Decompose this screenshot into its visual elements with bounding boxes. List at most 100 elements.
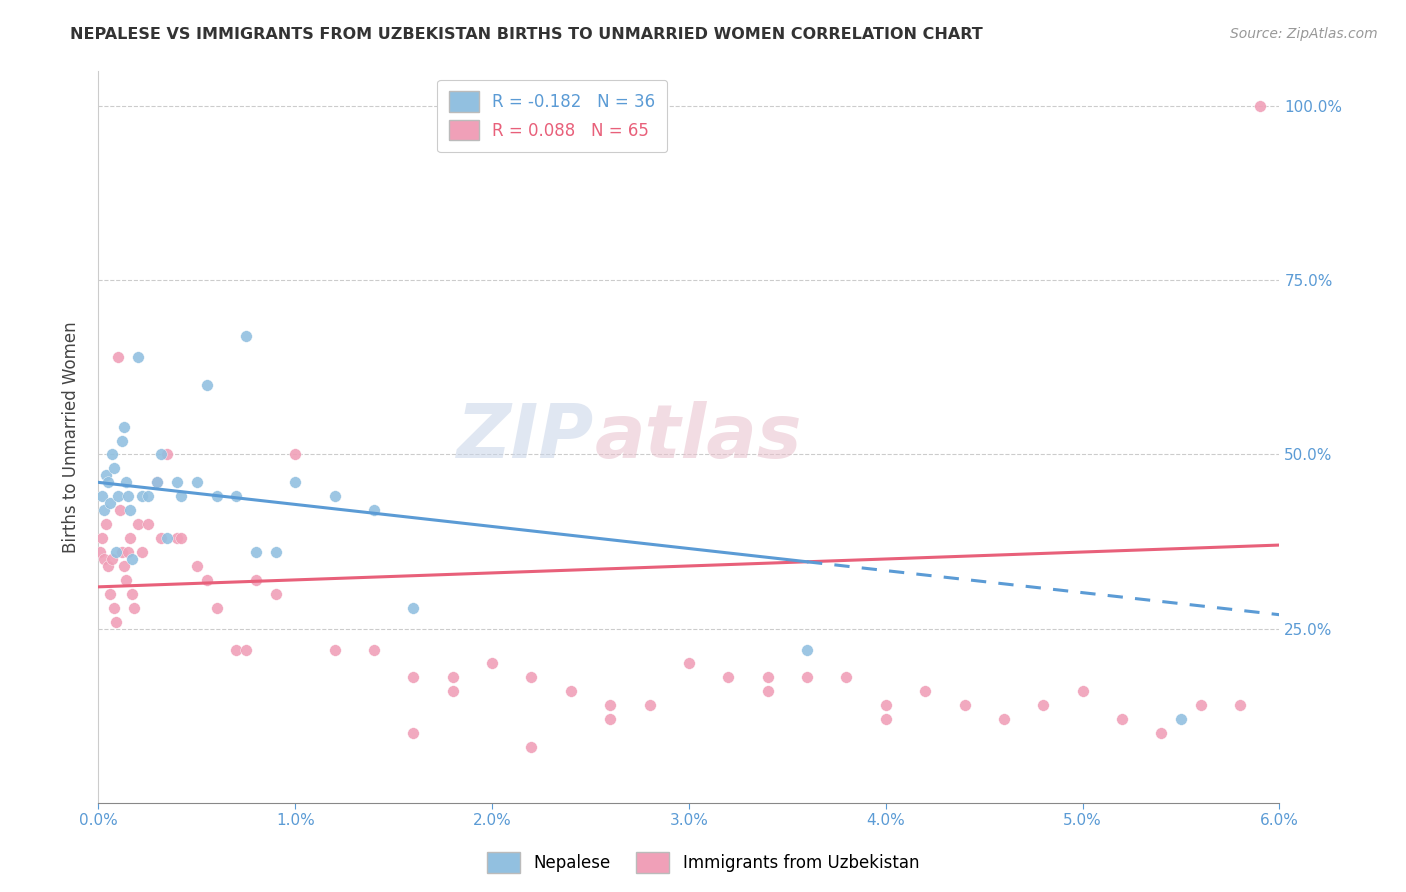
Legend: Nepalese, Immigrants from Uzbekistan: Nepalese, Immigrants from Uzbekistan (481, 846, 925, 880)
Point (264, 545, 287, 559)
Point (166, 475, 188, 490)
Point (136, 489, 159, 503)
Point (1150, 726, 1173, 740)
Point (186, 558, 208, 573)
Point (150, 531, 173, 545)
Point (112, 558, 135, 573)
Point (121, 587, 143, 601)
Point (98, 587, 121, 601)
Point (97, 558, 120, 573)
Point (122, 600, 145, 615)
Y-axis label: Births to Unmarried Women: Births to Unmarried Women (62, 321, 80, 553)
Point (638, 698, 661, 713)
Point (235, 329, 257, 343)
Point (127, 517, 149, 532)
Point (225, 489, 247, 503)
Point (323, 642, 346, 657)
Point (105, 615, 128, 629)
Point (115, 475, 138, 490)
Point (363, 503, 385, 517)
Point (875, 712, 897, 726)
Point (1111, 712, 1133, 726)
Point (101, 552, 124, 566)
Text: NEPALESE VS IMMIGRANTS FROM UZBEKISTAN BIRTHS TO UNMARRIED WOMEN CORRELATION CHA: NEPALESE VS IMMIGRANTS FROM UZBEKISTAN B… (70, 27, 983, 42)
Point (96, 517, 118, 532)
Text: atlas: atlas (595, 401, 801, 474)
Point (205, 489, 228, 503)
Point (111, 545, 134, 559)
Point (195, 377, 218, 392)
Point (756, 684, 779, 698)
Point (953, 698, 976, 713)
Point (264, 587, 287, 601)
Point (121, 552, 143, 566)
Point (1229, 698, 1251, 713)
Point (520, 740, 543, 755)
Point (117, 545, 139, 559)
Point (363, 642, 385, 657)
Text: ZIP: ZIP (457, 401, 595, 474)
Point (136, 517, 159, 532)
Point (93, 552, 115, 566)
Point (717, 670, 740, 684)
Point (170, 531, 193, 545)
Point (1249, 99, 1271, 113)
Point (1032, 698, 1054, 713)
Point (146, 475, 169, 490)
Legend: R = -0.182   N = 36, R = 0.088   N = 65: R = -0.182 N = 36, R = 0.088 N = 65 (437, 79, 668, 152)
Point (156, 448, 179, 462)
Point (131, 545, 153, 559)
Point (118, 531, 141, 545)
Point (993, 712, 1015, 726)
Point (560, 684, 582, 698)
Point (599, 698, 621, 713)
Point (284, 448, 307, 462)
Point (914, 684, 936, 698)
Point (108, 503, 131, 517)
Point (107, 489, 129, 503)
Point (118, 503, 141, 517)
Point (131, 489, 153, 503)
Point (170, 489, 193, 503)
Point (599, 712, 621, 726)
Point (402, 600, 425, 615)
Point (1170, 712, 1192, 726)
Point (103, 600, 125, 615)
Text: Source: ZipAtlas.com: Source: ZipAtlas.com (1230, 27, 1378, 41)
Point (89, 545, 111, 559)
Point (150, 448, 173, 462)
Point (205, 600, 228, 615)
Point (402, 726, 425, 740)
Point (1071, 684, 1094, 698)
Point (115, 573, 138, 587)
Point (481, 657, 503, 671)
Point (235, 642, 257, 657)
Point (91, 489, 114, 503)
Point (796, 642, 818, 657)
Point (105, 545, 128, 559)
Point (441, 684, 464, 698)
Point (127, 350, 149, 364)
Point (96, 468, 118, 483)
Point (166, 531, 188, 545)
Point (98, 496, 121, 510)
Point (225, 642, 247, 657)
Point (796, 670, 818, 684)
Point (112, 419, 135, 434)
Point (111, 434, 134, 448)
Point (245, 545, 267, 559)
Point (1189, 698, 1212, 713)
Point (678, 657, 700, 671)
Point (117, 489, 139, 503)
Point (875, 698, 897, 713)
Point (186, 475, 208, 490)
Point (441, 670, 464, 684)
Point (93, 503, 115, 517)
Point (101, 448, 124, 462)
Point (835, 670, 858, 684)
Point (146, 475, 169, 490)
Point (195, 573, 218, 587)
Point (402, 670, 425, 684)
Point (245, 573, 267, 587)
Point (323, 489, 346, 503)
